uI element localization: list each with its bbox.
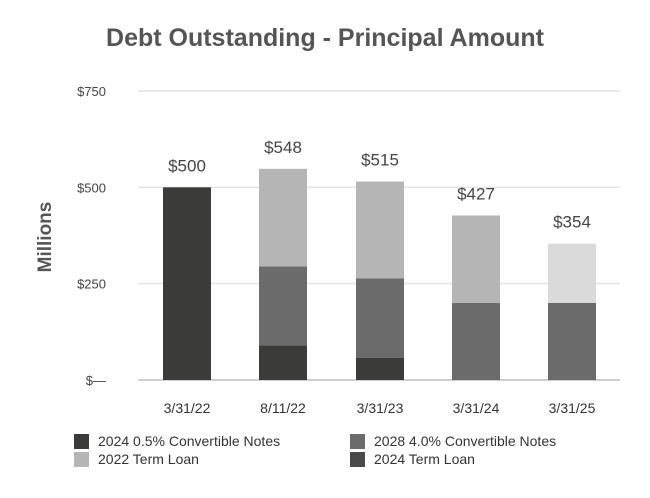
bar-segment bbox=[548, 243, 596, 303]
x-tick-labels: 3/31/22 8/11/22 3/31/23 3/31/24 3/31/25 bbox=[164, 400, 596, 416]
bar-segment bbox=[163, 187, 211, 380]
y-tick-label: $500 bbox=[77, 180, 106, 195]
legend-label: 2028 4.0% Convertible Notes bbox=[374, 433, 556, 449]
bar-segment bbox=[452, 215, 500, 303]
y-tick-label: $— bbox=[86, 373, 106, 388]
x-tick-label: 8/11/22 bbox=[260, 400, 306, 416]
legend-swatch bbox=[74, 452, 89, 467]
bars bbox=[163, 168, 596, 380]
bar-segment bbox=[452, 302, 500, 380]
bar-segment bbox=[356, 357, 404, 380]
total-labels: $500 $548 $515 $427 $354 bbox=[168, 138, 591, 232]
legend: 2024 0.5% Convertible Notes 2028 4.0% Con… bbox=[74, 433, 556, 467]
bar-segment bbox=[356, 181, 404, 279]
bar-segment bbox=[259, 345, 307, 380]
total-label: $500 bbox=[168, 156, 206, 175]
total-label: $515 bbox=[361, 151, 399, 170]
x-tick-label: 3/31/25 bbox=[549, 400, 596, 416]
legend-label: 2022 Term Loan bbox=[98, 451, 199, 467]
total-label: $354 bbox=[553, 213, 591, 232]
chart-title: Debt Outstanding - Principal Amount bbox=[106, 24, 544, 52]
y-tick-labels: $— $250 $500 $750 bbox=[77, 84, 106, 388]
legend-swatch bbox=[74, 434, 89, 449]
legend-swatch bbox=[350, 434, 365, 449]
total-label: $548 bbox=[264, 138, 302, 157]
bar-segment bbox=[548, 302, 596, 380]
bar-segment bbox=[259, 168, 307, 267]
x-tick-label: 3/31/22 bbox=[164, 400, 211, 416]
y-tick-label: $250 bbox=[77, 277, 106, 292]
legend-label: 2024 0.5% Convertible Notes bbox=[98, 433, 280, 449]
legend-label: 2024 Term Loan bbox=[374, 451, 475, 467]
total-label: $427 bbox=[457, 184, 495, 203]
x-tick-label: 3/31/23 bbox=[357, 400, 404, 416]
x-tick-label: 3/31/24 bbox=[453, 400, 500, 416]
bar-segment bbox=[259, 266, 307, 346]
bar-segment bbox=[356, 278, 404, 358]
legend-swatch bbox=[350, 452, 365, 467]
y-tick-label: $750 bbox=[77, 84, 106, 99]
